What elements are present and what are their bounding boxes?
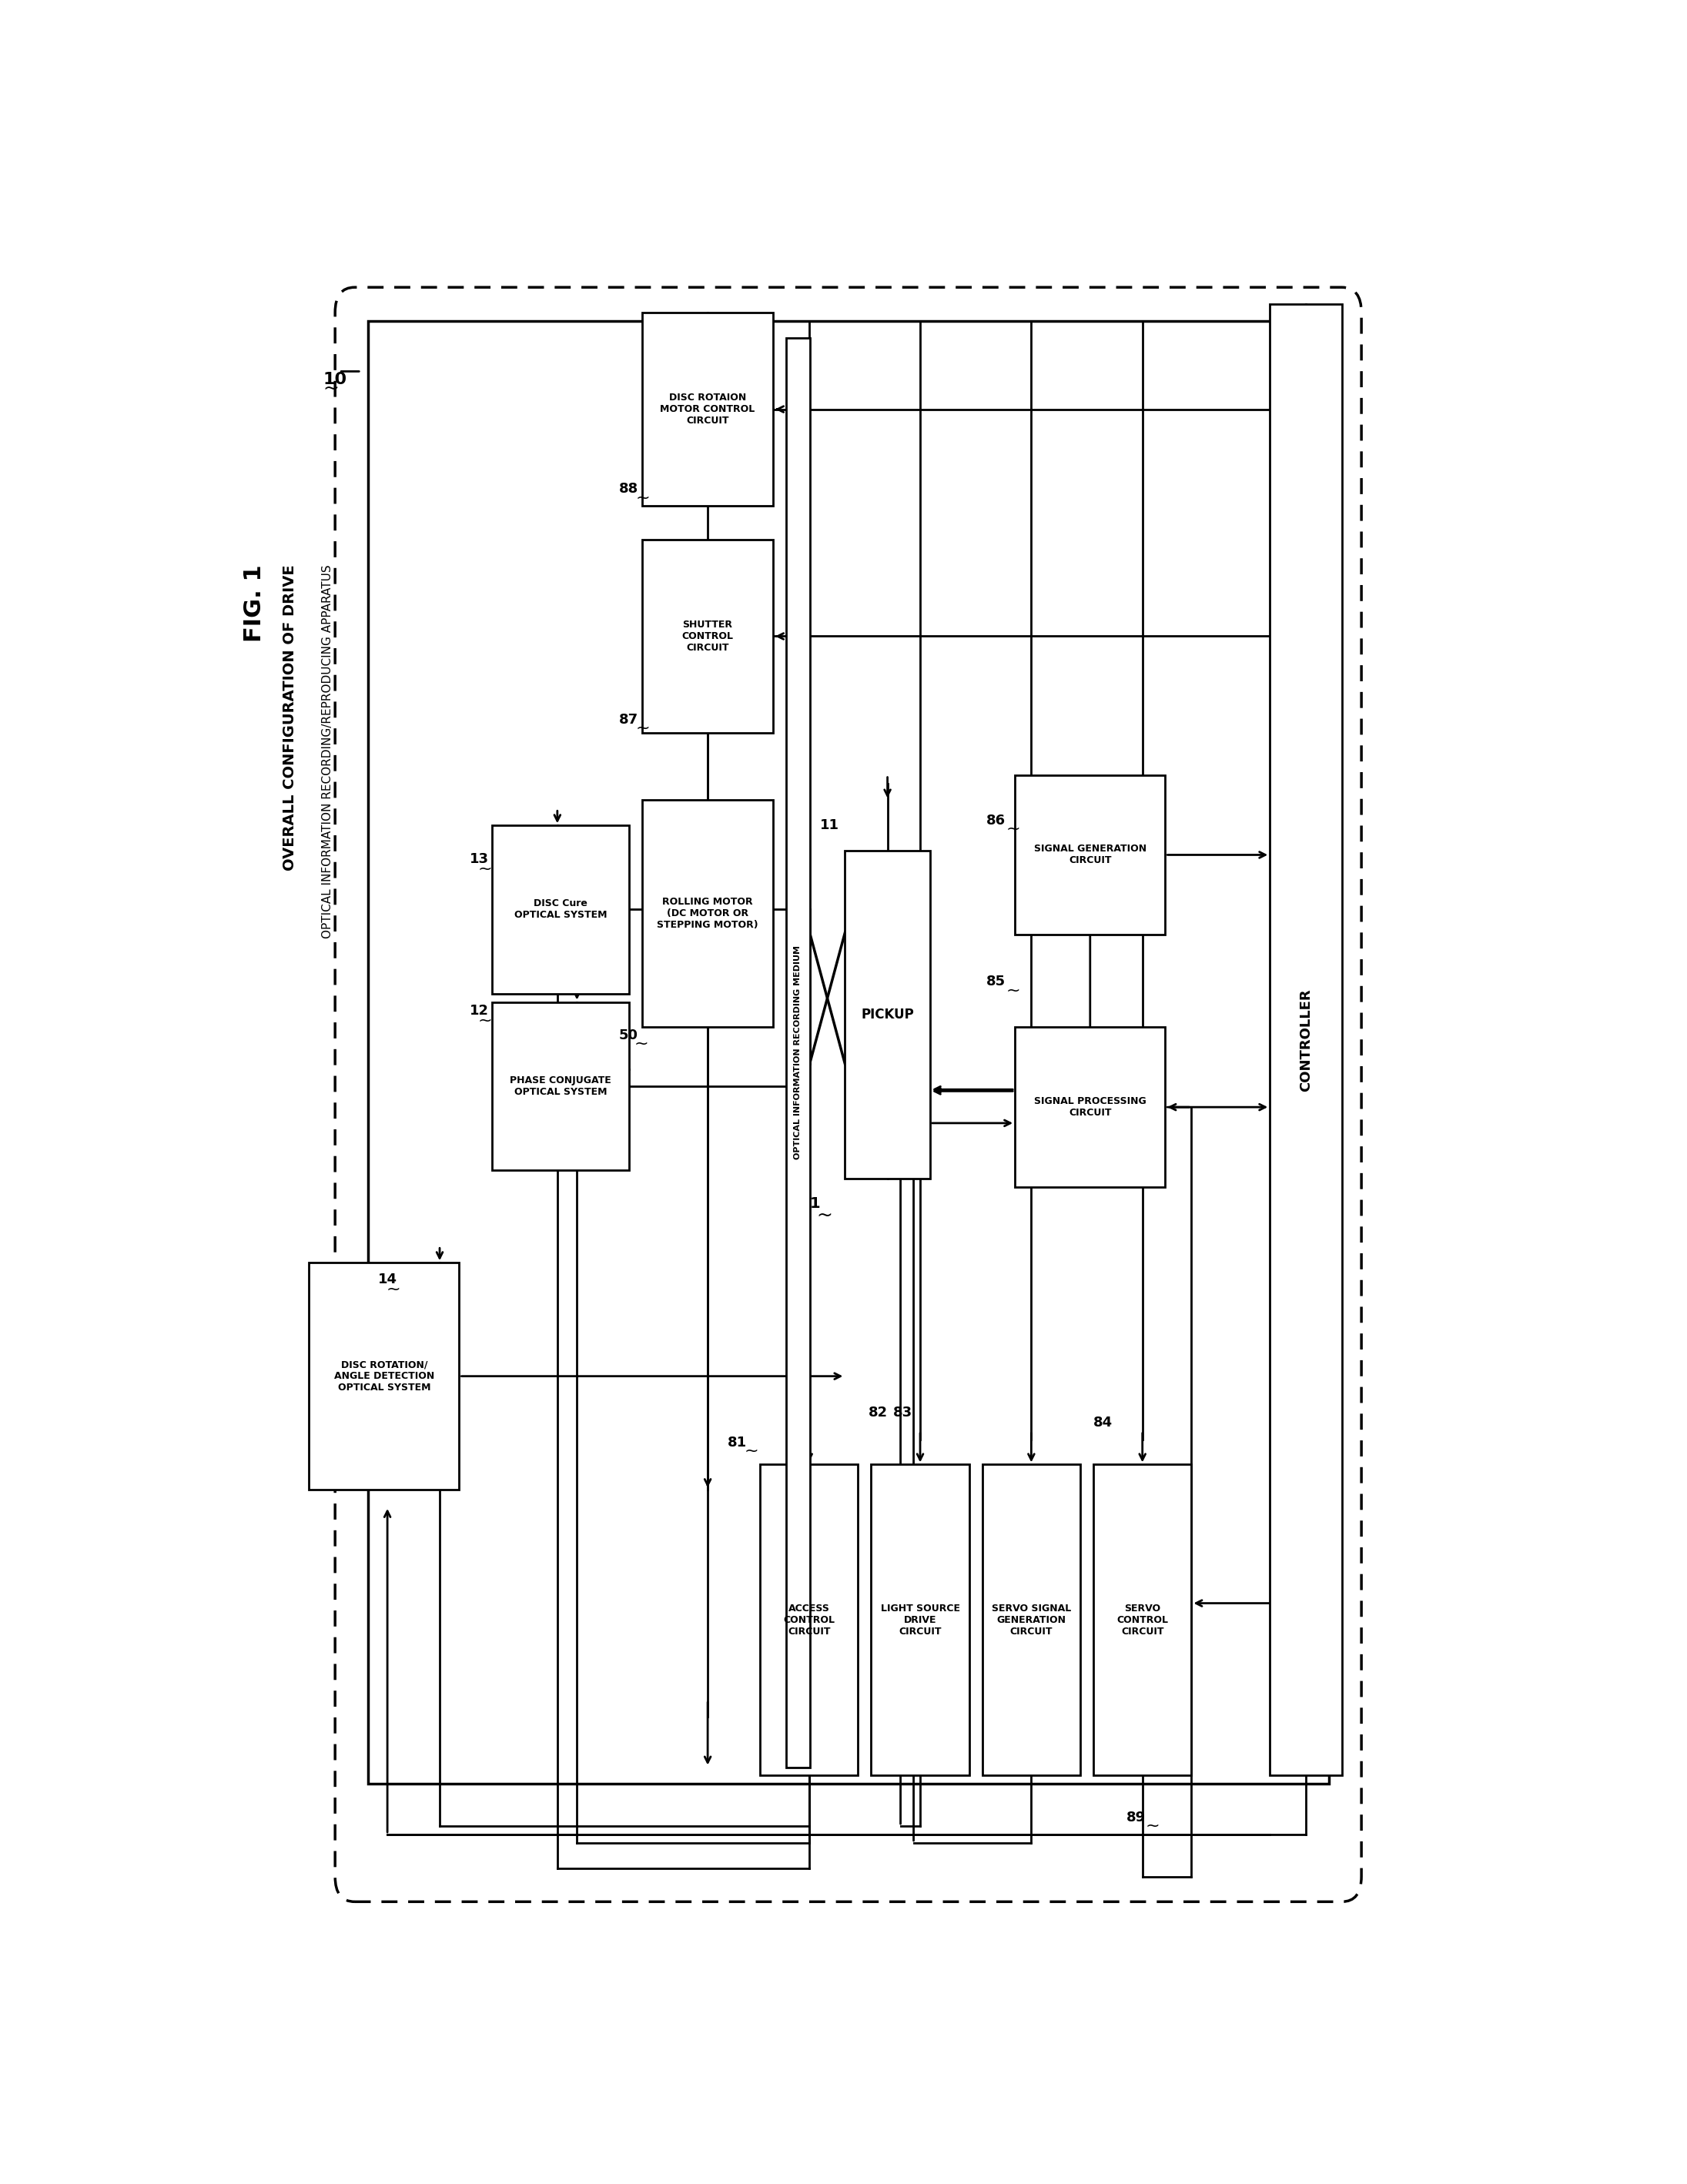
Text: 83: 83 — [894, 1406, 913, 1420]
Text: SHUTTER
CONTROL
CIRCUIT: SHUTTER CONTROL CIRCUIT — [682, 620, 734, 653]
Text: 82: 82 — [869, 1406, 887, 1420]
Text: CONTROLLER: CONTROLLER — [1299, 989, 1312, 1092]
Bar — [1016, 775, 1166, 935]
Text: FIG. 1: FIG. 1 — [243, 566, 267, 642]
Text: OVERALL CONFIGURATION OF DRIVE: OVERALL CONFIGURATION OF DRIVE — [283, 566, 297, 871]
Text: ~: ~ — [477, 1013, 493, 1029]
Text: SIGNAL GENERATION
CIRCUIT: SIGNAL GENERATION CIRCUIT — [1034, 843, 1147, 865]
Text: ROLLING MOTOR
(DC MOTOR OR
STEPPING MOTOR): ROLLING MOTOR (DC MOTOR OR STEPPING MOTO… — [656, 898, 759, 930]
Bar — [786, 339, 810, 1767]
Bar — [982, 1465, 1080, 1776]
Bar — [1016, 1026, 1166, 1188]
Text: OPTICAL INFORMATION RECORDING MEDIUM: OPTICAL INFORMATION RECORDING MEDIUM — [795, 946, 801, 1160]
Bar — [870, 1465, 968, 1776]
Bar — [845, 852, 930, 1179]
Text: 81: 81 — [727, 1435, 747, 1450]
Text: ~: ~ — [1005, 983, 1021, 998]
Text: 87: 87 — [619, 712, 638, 727]
Bar — [1270, 304, 1341, 1776]
Bar — [643, 312, 773, 507]
Text: 85: 85 — [987, 974, 1005, 989]
Bar — [643, 539, 773, 734]
Bar — [493, 826, 629, 994]
Text: PICKUP: PICKUP — [860, 1007, 914, 1022]
Text: LIGHT SOURCE
DRIVE
CIRCUIT: LIGHT SOURCE DRIVE CIRCUIT — [881, 1603, 960, 1636]
Text: 13: 13 — [469, 852, 489, 867]
Text: ~: ~ — [636, 489, 649, 505]
Text: ~: ~ — [744, 1444, 759, 1459]
Text: SERVO SIGNAL
GENERATION
CIRCUIT: SERVO SIGNAL GENERATION CIRCUIT — [992, 1603, 1071, 1636]
Bar — [309, 1262, 459, 1489]
Text: ~: ~ — [1005, 821, 1021, 836]
Text: ~: ~ — [386, 1282, 400, 1297]
Text: 86: 86 — [987, 812, 1005, 828]
Text: DISC ROTAION
MOTOR CONTROL
CIRCUIT: DISC ROTAION MOTOR CONTROL CIRCUIT — [660, 393, 756, 426]
Text: 11: 11 — [820, 819, 838, 832]
Text: ~: ~ — [634, 1037, 649, 1053]
Text: 10: 10 — [324, 371, 348, 387]
Text: ~: ~ — [636, 721, 649, 736]
Text: 88: 88 — [619, 483, 638, 496]
Text: DISC Cure
OPTICAL SYSTEM: DISC Cure OPTICAL SYSTEM — [515, 900, 607, 919]
Text: ~: ~ — [477, 860, 493, 876]
Text: 84: 84 — [1093, 1415, 1113, 1428]
Bar — [643, 799, 773, 1026]
Text: ~: ~ — [1145, 1819, 1161, 1835]
Text: SERVO
CONTROL
CIRCUIT: SERVO CONTROL CIRCUIT — [1117, 1603, 1167, 1636]
Text: 12: 12 — [469, 1002, 489, 1018]
Text: 89: 89 — [1127, 1811, 1145, 1824]
Text: ACCESS
CONTROL
CIRCUIT: ACCESS CONTROL CIRCUIT — [783, 1603, 835, 1636]
Bar — [1093, 1465, 1191, 1776]
Bar — [368, 321, 1329, 1784]
Text: 50: 50 — [619, 1029, 638, 1042]
Text: SIGNAL PROCESSING
CIRCUIT: SIGNAL PROCESSING CIRCUIT — [1034, 1096, 1145, 1118]
Text: DISC ROTATION/
ANGLE DETECTION
OPTICAL SYSTEM: DISC ROTATION/ ANGLE DETECTION OPTICAL S… — [334, 1361, 434, 1393]
Text: 1: 1 — [810, 1197, 820, 1212]
Text: ~: ~ — [324, 380, 339, 397]
Text: PHASE CONJUGATE
OPTICAL SYSTEM: PHASE CONJUGATE OPTICAL SYSTEM — [509, 1075, 611, 1096]
Text: 14: 14 — [378, 1273, 398, 1286]
Text: OPTICAL INFORMATION RECORDING/REPRODUCING APPARATUS: OPTICAL INFORMATION RECORDING/REPRODUCIN… — [322, 566, 334, 939]
Bar — [493, 1002, 629, 1171]
Text: ~: ~ — [817, 1206, 832, 1225]
Bar — [759, 1465, 859, 1776]
